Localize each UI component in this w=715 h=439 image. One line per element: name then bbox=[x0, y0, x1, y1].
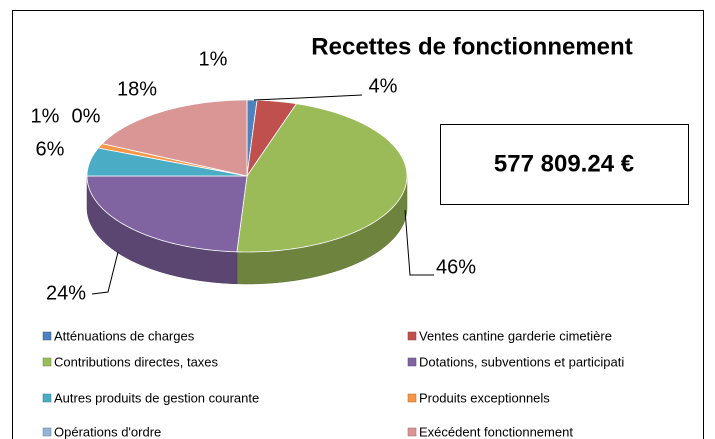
legend-label: Exécédent fonctionnement bbox=[419, 424, 573, 439]
leader-line bbox=[91, 251, 119, 295]
legend-swatch bbox=[407, 331, 417, 341]
annotation: 577 809.24 € bbox=[494, 150, 634, 177]
legend-swatch bbox=[407, 357, 417, 367]
slice bbox=[101, 99, 248, 177]
data-label: 18% bbox=[117, 78, 157, 100]
data-label: 1% bbox=[199, 48, 228, 70]
legend-swatch bbox=[42, 393, 52, 403]
legend-swatch bbox=[407, 393, 417, 403]
leader-line bbox=[253, 94, 363, 101]
legend-swatch bbox=[42, 331, 52, 341]
data-label: 0% bbox=[72, 105, 101, 127]
data-label: 1% bbox=[31, 105, 60, 127]
chart-title: Recettes de fonctionnement bbox=[311, 33, 632, 60]
pie bbox=[86, 99, 408, 285]
slice bbox=[246, 99, 298, 177]
leader-line bbox=[404, 209, 434, 276]
legend-label: Autres produits de gestion courante bbox=[54, 390, 259, 405]
data-label: 4% bbox=[369, 75, 398, 97]
annotation-box bbox=[440, 124, 689, 205]
legend-swatch bbox=[407, 427, 417, 437]
data-label: 24% bbox=[46, 282, 86, 304]
legend-label: Atténuations de charges bbox=[54, 328, 195, 343]
data-label: 46% bbox=[436, 256, 476, 278]
legend-label: Opérations d'ordre bbox=[54, 424, 161, 439]
labels: 1% 4% 46% 24% 6% 1% 0% 18% bbox=[31, 48, 477, 304]
legend-label: Dotations, subventions et participati bbox=[419, 354, 624, 369]
legend-swatch bbox=[42, 357, 52, 367]
slice bbox=[86, 147, 248, 177]
legend-label: Contributions directes, taxes bbox=[54, 354, 219, 369]
legend: Atténuations de charges Ventes cantine ga… bbox=[42, 328, 624, 439]
legend-swatch bbox=[42, 427, 52, 437]
data-label: 6% bbox=[36, 138, 65, 160]
slice bbox=[86, 175, 248, 253]
legend-label: Ventes cantine garderie cimetière bbox=[419, 328, 612, 343]
slice bbox=[236, 103, 408, 253]
legend-label: Produits exceptionnels bbox=[419, 390, 550, 405]
